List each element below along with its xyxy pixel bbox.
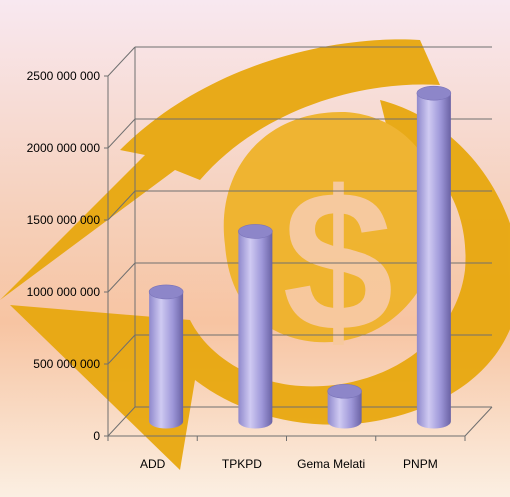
svg-text:$: $	[282, 150, 393, 373]
bar-top	[148, 284, 184, 300]
y-tick-label: 500 000 000	[33, 357, 100, 371]
bar-top	[238, 224, 273, 239]
x-axis: ADD TPKPD Gema Melati PNPM	[140, 457, 438, 471]
bar-body	[238, 231, 273, 429]
bar	[327, 383, 362, 429]
x-tick-label: Gema Melati	[297, 457, 365, 471]
bars	[148, 85, 452, 429]
bar	[148, 284, 184, 429]
gridline-side	[107, 262, 136, 293]
x-tick-label: ADD	[140, 457, 166, 471]
y-tick-label: 2500 000 000	[27, 69, 101, 83]
bar-body	[416, 93, 451, 429]
x-tick-label: TPKPD	[222, 457, 262, 471]
bar	[416, 85, 452, 429]
gridline-side	[107, 190, 136, 221]
y-tick-label: 2000 000 000	[27, 141, 101, 155]
bar	[238, 224, 273, 429]
gridline-side	[107, 118, 136, 149]
floor-edge	[464, 406, 493, 437]
gridline-side	[107, 334, 136, 365]
bar-body	[149, 291, 184, 429]
gridline-side	[107, 406, 136, 437]
y-tick-label: 1500 000 000	[27, 213, 101, 227]
bar-top	[416, 85, 452, 101]
y-tick-label: 1000 000 000	[27, 285, 101, 299]
gridline-side	[107, 46, 136, 77]
y-axis: 0 500 000 000 1000 000 000 1500 000 000 2000…	[27, 69, 101, 443]
bar-top	[327, 383, 362, 399]
bar-body	[327, 391, 362, 429]
x-tick-label: PNPM	[403, 457, 438, 471]
y-tick-label: 0	[93, 429, 100, 443]
